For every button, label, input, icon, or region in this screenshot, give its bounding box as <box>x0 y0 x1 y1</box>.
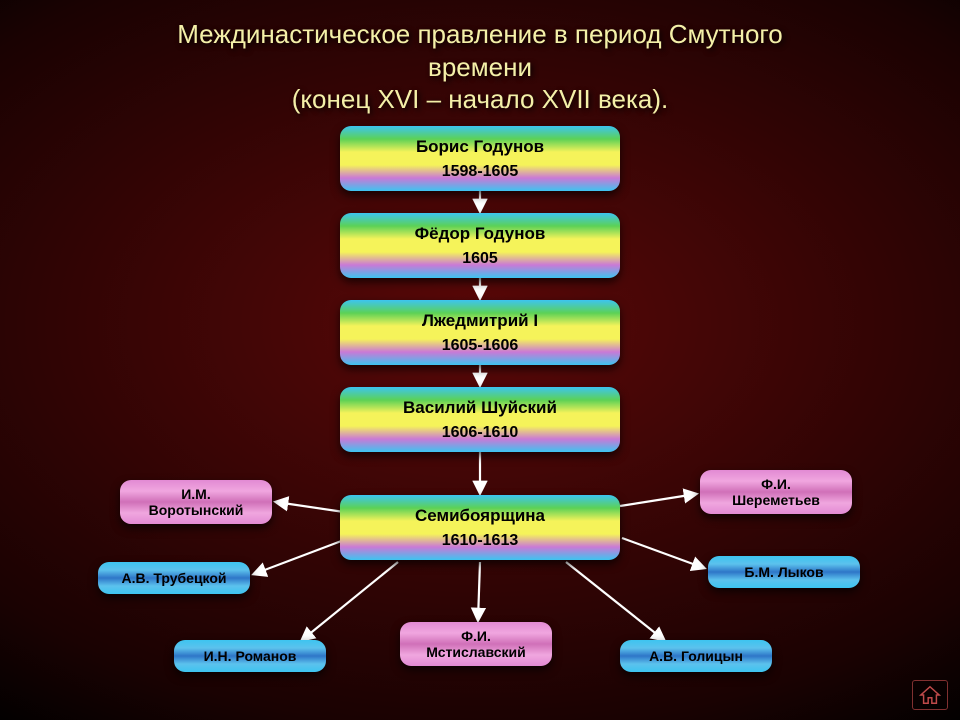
ruler-node-3: Василий Шуйский 1606-1610 <box>340 387 620 452</box>
ruler-years: 1606-1610 <box>442 424 519 442</box>
boyar-node-2: А.В. Трубецкой <box>98 562 250 594</box>
title-line-3: (конец XVI – начало XVII века). <box>0 83 960 116</box>
ruler-node-2: Лжедмитрий I 1605-1606 <box>340 300 620 365</box>
boyar-node-3: Б.М. Лыков <box>708 556 860 588</box>
boyar-name: И.М.Воротынский <box>149 486 244 518</box>
ruler-years: 1610-1613 <box>442 532 519 550</box>
slide-stage: Междинастическое правление в период Смут… <box>0 0 960 720</box>
boyar-node-6: А.В. Голицын <box>620 640 772 672</box>
ruler-node-4: Семибоярщина 1610-1613 <box>340 495 620 560</box>
boyar-name: Ф.И.Мстиславский <box>426 628 525 660</box>
boyar-node-5: Ф.И.Мстиславский <box>400 622 552 666</box>
boyar-name: А.В. Трубецкой <box>121 570 226 586</box>
ruler-node-1: Фёдор Годунов 1605 <box>340 213 620 278</box>
ruler-name: Фёдор Годунов <box>415 224 546 244</box>
boyar-name: И.Н. Романов <box>204 648 297 664</box>
ruler-name: Лжедмитрий I <box>422 311 538 331</box>
title-line-1: Междинастическое правление в период Смут… <box>0 18 960 51</box>
ruler-years: 1605 <box>462 250 498 268</box>
boyar-name: Б.М. Лыков <box>744 564 823 580</box>
ruler-name: Василий Шуйский <box>403 398 557 418</box>
boyar-node-0: И.М.Воротынский <box>120 480 272 524</box>
ruler-name: Семибоярщина <box>415 506 545 526</box>
home-button[interactable] <box>912 680 948 710</box>
boyar-node-1: Ф.И.Шереметьев <box>700 470 852 514</box>
ruler-name: Борис Годунов <box>416 137 544 157</box>
ruler-years: 1598-1605 <box>442 163 519 181</box>
home-icon <box>919 685 941 705</box>
boyar-name: Ф.И.Шереметьев <box>732 476 820 508</box>
slide-title: Междинастическое правление в период Смут… <box>0 18 960 116</box>
title-line-2: времени <box>0 51 960 84</box>
boyar-node-4: И.Н. Романов <box>174 640 326 672</box>
boyar-name: А.В. Голицын <box>649 648 743 664</box>
ruler-node-0: Борис Годунов 1598-1605 <box>340 126 620 191</box>
ruler-years: 1605-1606 <box>442 337 519 355</box>
